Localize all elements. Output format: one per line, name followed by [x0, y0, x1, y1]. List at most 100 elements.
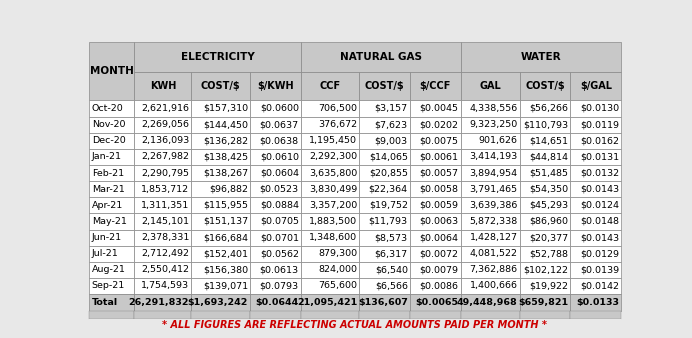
- Bar: [251, 278, 301, 294]
- Bar: [410, 294, 461, 311]
- Text: 4,081,522: 4,081,522: [469, 249, 518, 258]
- Bar: [251, 197, 301, 213]
- Bar: [301, 197, 359, 213]
- Text: MONTH: MONTH: [90, 66, 134, 76]
- Text: $138,267: $138,267: [203, 169, 248, 177]
- Text: $136,282: $136,282: [203, 136, 248, 145]
- Text: 3,894,954: 3,894,954: [469, 169, 518, 177]
- Bar: [410, 278, 461, 294]
- Text: 2,145,101: 2,145,101: [141, 217, 189, 226]
- Bar: [251, 133, 301, 149]
- Text: 1,400,666: 1,400,666: [469, 282, 518, 290]
- Bar: [359, 165, 410, 181]
- Bar: [359, 294, 410, 311]
- Bar: [410, 117, 461, 133]
- Text: $56,266: $56,266: [529, 104, 568, 113]
- Bar: [461, 72, 520, 100]
- Text: 21,095,421: 21,095,421: [297, 298, 357, 307]
- Bar: [570, 100, 621, 117]
- Bar: [192, 181, 251, 197]
- Text: $0.0075: $0.0075: [419, 136, 459, 145]
- Text: WATER: WATER: [520, 52, 561, 62]
- Bar: [192, 262, 251, 278]
- Bar: [192, 197, 251, 213]
- Text: $8,573: $8,573: [375, 233, 408, 242]
- Bar: [520, 213, 570, 230]
- Bar: [89, 278, 134, 294]
- Text: $54,350: $54,350: [529, 185, 568, 194]
- Bar: [520, 246, 570, 262]
- Bar: [359, 262, 410, 278]
- Bar: [410, 165, 461, 181]
- Text: 2,136,093: 2,136,093: [141, 136, 189, 145]
- Bar: [251, 246, 301, 262]
- Bar: [359, 246, 410, 262]
- Bar: [89, 165, 134, 181]
- Text: $0.0072: $0.0072: [419, 249, 459, 258]
- Bar: [410, 230, 461, 246]
- Text: $0.0610: $0.0610: [260, 152, 299, 162]
- Bar: [570, 197, 621, 213]
- Text: $20,855: $20,855: [369, 169, 408, 177]
- Text: $/KWH: $/KWH: [257, 81, 294, 91]
- Bar: [251, 311, 301, 319]
- Text: 1,195,450: 1,195,450: [309, 136, 357, 145]
- Bar: [89, 197, 134, 213]
- Text: $151,137: $151,137: [203, 217, 248, 226]
- Bar: [520, 149, 570, 165]
- Bar: [251, 262, 301, 278]
- Bar: [359, 181, 410, 197]
- Text: 376,672: 376,672: [318, 120, 357, 129]
- Text: Oct-20: Oct-20: [92, 104, 124, 113]
- Text: 49,448,968: 49,448,968: [457, 298, 518, 307]
- Text: $0.0523: $0.0523: [260, 185, 299, 194]
- Bar: [461, 117, 520, 133]
- Bar: [520, 117, 570, 133]
- Text: $0.0129: $0.0129: [580, 249, 619, 258]
- Bar: [520, 100, 570, 117]
- Text: 4,338,556: 4,338,556: [469, 104, 518, 113]
- Bar: [570, 133, 621, 149]
- Bar: [410, 213, 461, 230]
- Text: 1,853,712: 1,853,712: [141, 185, 189, 194]
- Bar: [301, 149, 359, 165]
- Text: $0.0065: $0.0065: [416, 298, 459, 307]
- Text: 2,378,331: 2,378,331: [141, 233, 189, 242]
- Bar: [134, 213, 192, 230]
- Text: $0.0079: $0.0079: [419, 265, 459, 274]
- Text: $0.0059: $0.0059: [419, 201, 459, 210]
- Bar: [192, 117, 251, 133]
- Text: $11,793: $11,793: [369, 217, 408, 226]
- Text: $45,293: $45,293: [529, 201, 568, 210]
- Bar: [301, 42, 461, 72]
- Text: Apr-21: Apr-21: [92, 201, 123, 210]
- Bar: [520, 72, 570, 100]
- Text: $22,364: $22,364: [369, 185, 408, 194]
- Bar: [192, 213, 251, 230]
- Text: $0.0132: $0.0132: [580, 169, 619, 177]
- Bar: [192, 149, 251, 165]
- Bar: [461, 165, 520, 181]
- Text: ELECTRICITY: ELECTRICITY: [181, 52, 255, 62]
- Bar: [410, 133, 461, 149]
- Bar: [461, 213, 520, 230]
- Bar: [570, 149, 621, 165]
- Text: $0.0148: $0.0148: [580, 217, 619, 226]
- Text: $110,793: $110,793: [523, 120, 568, 129]
- Text: $6,540: $6,540: [375, 265, 408, 274]
- Bar: [461, 42, 621, 72]
- Text: 7,362,886: 7,362,886: [469, 265, 518, 274]
- Bar: [301, 311, 359, 319]
- Bar: [192, 72, 251, 100]
- Bar: [410, 262, 461, 278]
- Text: * ALL FIGURES ARE REFLECTING ACTUAL AMOUNTS PAID PER MONTH *: * ALL FIGURES ARE REFLECTING ACTUAL AMOU…: [162, 320, 547, 330]
- Bar: [192, 100, 251, 117]
- Text: $136,607: $136,607: [358, 298, 408, 307]
- Bar: [89, 42, 134, 100]
- Bar: [89, 133, 134, 149]
- Bar: [134, 165, 192, 181]
- Bar: [251, 117, 301, 133]
- Bar: [89, 230, 134, 246]
- Text: $0.0793: $0.0793: [260, 282, 299, 290]
- Bar: [251, 294, 301, 311]
